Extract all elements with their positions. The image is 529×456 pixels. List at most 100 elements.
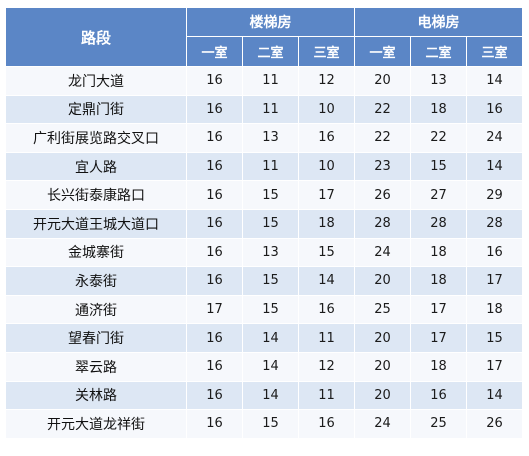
elevator-room3-cell: 26 <box>466 409 524 439</box>
stairs-room1-cell: 16 <box>186 409 243 439</box>
table-row: 金城寨街 16 13 15 24 18 16 <box>5 237 524 268</box>
elevator-room2-cell: 22 <box>410 123 468 153</box>
elevator-room1-cell: 20 <box>354 66 412 96</box>
elevator-room3-cell: 28 <box>466 208 524 239</box>
elevator-room3-cell: 14 <box>466 66 524 96</box>
road-name-cell: 龙门大道 <box>5 66 187 96</box>
stairs-room1-cell: 16 <box>186 323 243 353</box>
elevator-room3-cell: 14 <box>466 151 524 182</box>
elevator-room3-cell: 16 <box>466 237 524 268</box>
elevator-room2-cell: 16 <box>410 380 468 411</box>
elevator-room3-cell: 14 <box>466 380 524 411</box>
header-elevator-one-room: 一室 <box>354 36 412 67</box>
elevator-room3-cell: 29 <box>466 180 524 210</box>
stairs-room1-cell: 17 <box>186 294 243 325</box>
elevator-room1-cell: 20 <box>354 266 412 296</box>
table-row: 望春门街 16 14 11 20 17 15 <box>5 323 524 353</box>
elevator-room1-cell: 28 <box>354 208 412 239</box>
elevator-room1-cell: 20 <box>354 323 412 353</box>
stairs-room2-cell: 15 <box>242 208 299 239</box>
road-name-cell: 开元大道王城大道口 <box>5 208 187 239</box>
road-name-cell: 长兴街泰康路口 <box>5 180 187 210</box>
stairs-room2-cell: 11 <box>242 151 299 182</box>
stairs-room2-cell: 15 <box>242 180 299 210</box>
stairs-room3-cell: 10 <box>297 151 356 182</box>
elevator-room2-cell: 17 <box>410 323 468 353</box>
table-header: 路段 楼梯房 电梯房 一室 二室 三室 一室 二室 三室 <box>5 7 524 67</box>
stairs-room3-cell: 12 <box>297 351 356 382</box>
stairs-room3-cell: 17 <box>297 180 356 210</box>
table-row: 龙门大道 16 11 12 20 13 14 <box>5 66 524 96</box>
elevator-room1-cell: 20 <box>354 380 412 411</box>
elevator-room2-cell: 15 <box>410 151 468 182</box>
stairs-room1-cell: 16 <box>186 208 243 239</box>
header-stairs-one-room: 一室 <box>186 36 243 67</box>
elevator-room1-cell: 20 <box>354 351 412 382</box>
elevator-room2-cell: 28 <box>410 208 468 239</box>
table-body: 龙门大道 16 11 12 20 13 14 定鼎门街 16 11 10 22 18 16 广利街展览路交叉… <box>5 66 524 439</box>
stairs-room2-cell: 14 <box>242 323 299 353</box>
table-row: 开元大道王城大道口 16 15 18 28 28 28 <box>5 208 524 239</box>
road-name-cell: 永泰街 <box>5 266 187 296</box>
header-stairs-two-room: 二室 <box>242 36 299 67</box>
elevator-room1-cell: 24 <box>354 409 412 439</box>
stairs-room1-cell: 16 <box>186 123 243 153</box>
stairs-room1-cell: 16 <box>186 151 243 182</box>
stairs-room3-cell: 18 <box>297 208 356 239</box>
stairs-room2-cell: 14 <box>242 380 299 411</box>
stairs-room3-cell: 16 <box>297 409 356 439</box>
table-row: 定鼎门街 16 11 10 22 18 16 <box>5 94 524 125</box>
stairs-room2-cell: 15 <box>242 409 299 439</box>
header-stairs-group: 楼梯房 <box>185 7 356 37</box>
rent-table-container: 路段 楼梯房 电梯房 一室 二室 三室 一室 二室 三室 龙门大道 16 11 12 2… <box>5 7 524 451</box>
elevator-room3-cell: 17 <box>466 351 524 382</box>
road-name-cell: 宜人路 <box>5 151 187 182</box>
elevator-room2-cell: 18 <box>410 237 468 268</box>
table-row: 宜人路 16 11 10 23 15 14 <box>5 151 524 182</box>
stairs-room3-cell: 10 <box>297 94 356 125</box>
stairs-room1-cell: 16 <box>186 94 243 125</box>
header-row-rooms: 一室 二室 三室 一室 二室 三室 <box>6 36 524 67</box>
elevator-room1-cell: 22 <box>354 94 412 125</box>
stairs-room1-cell: 16 <box>186 180 243 210</box>
road-name-cell: 开元大道龙祥街 <box>5 409 187 439</box>
table-row: 翠云路 16 14 12 20 18 17 <box>5 351 524 382</box>
table-row: 通济街 17 15 16 25 17 18 <box>5 294 524 325</box>
stairs-room1-cell: 16 <box>186 266 243 296</box>
road-name-cell: 通济街 <box>5 294 187 325</box>
header-elevator-group: 电梯房 <box>354 7 524 37</box>
stairs-room3-cell: 11 <box>297 380 356 411</box>
header-elevator-three-room: 三室 <box>466 36 524 67</box>
elevator-room1-cell: 25 <box>354 294 412 325</box>
table-row: 永泰街 16 15 14 20 18 17 <box>5 266 524 296</box>
elevator-room2-cell: 18 <box>410 94 468 125</box>
stairs-room2-cell: 13 <box>242 237 299 268</box>
stairs-room3-cell: 16 <box>297 123 356 153</box>
road-name-cell: 定鼎门街 <box>5 94 187 125</box>
stairs-room3-cell: 15 <box>297 237 356 268</box>
table-row: 长兴街泰康路口 16 15 17 26 27 29 <box>5 180 524 210</box>
elevator-room3-cell: 18 <box>466 294 524 325</box>
header-road: 路段 <box>5 7 187 67</box>
stairs-room3-cell: 11 <box>297 323 356 353</box>
road-name-cell: 金城寨街 <box>5 237 187 268</box>
elevator-room3-cell: 17 <box>466 266 524 296</box>
stairs-room2-cell: 15 <box>242 266 299 296</box>
elevator-room2-cell: 13 <box>410 66 468 96</box>
road-name-cell: 关林路 <box>5 380 187 411</box>
elevator-room3-cell: 15 <box>466 323 524 353</box>
elevator-room2-cell: 27 <box>410 180 468 210</box>
header-row-groups: 路段 楼梯房 电梯房 <box>5 7 524 67</box>
header-stairs-three-room: 三室 <box>297 36 356 67</box>
header-elevator-two-room: 二室 <box>410 36 468 67</box>
stairs-room2-cell: 15 <box>242 294 299 325</box>
elevator-room2-cell: 25 <box>410 409 468 439</box>
elevator-room2-cell: 18 <box>410 351 468 382</box>
stairs-room1-cell: 16 <box>186 380 243 411</box>
stairs-room2-cell: 13 <box>242 123 299 153</box>
stairs-room3-cell: 14 <box>297 266 356 296</box>
stairs-room2-cell: 11 <box>242 94 299 125</box>
road-name-cell: 望春门街 <box>5 323 187 353</box>
elevator-room1-cell: 22 <box>354 123 412 153</box>
stairs-room2-cell: 11 <box>242 66 299 96</box>
